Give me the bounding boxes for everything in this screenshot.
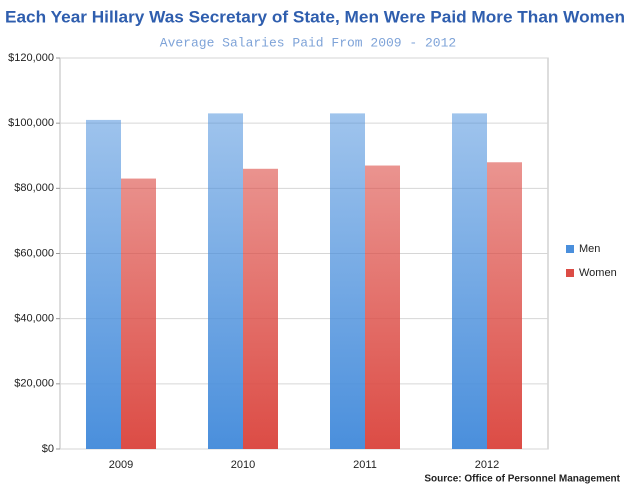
y-tick-label: $60,000: [14, 247, 54, 259]
y-tick-label: $40,000: [14, 313, 54, 325]
x-tick-label: 2010: [231, 459, 255, 471]
legend-swatch: [566, 245, 574, 253]
bar: [487, 162, 522, 449]
y-tick-label: $80,000: [14, 182, 54, 194]
bar: [330, 113, 365, 450]
bar: [86, 119, 121, 450]
legend-label: Women: [579, 267, 617, 279]
chart-title: Each Year Hillary Was Secretary of State…: [5, 7, 625, 26]
bar: [365, 165, 400, 449]
y-tick-label: $20,000: [14, 378, 54, 390]
y-tick-label: $100,000: [8, 117, 54, 129]
bar: [243, 168, 278, 450]
bar: [121, 178, 156, 449]
x-tick-label: 2012: [475, 459, 499, 471]
source-note: Source: Office of Personnel Management: [424, 474, 620, 485]
y-tick-label: $0: [42, 443, 54, 455]
legend-swatch: [566, 269, 574, 277]
x-tick-label: 2009: [109, 459, 133, 471]
chart-subtitle: Average Salaries Paid From 2009 - 2012: [160, 35, 456, 50]
bar: [208, 113, 243, 450]
legend-label: Men: [579, 243, 600, 255]
y-tick-label: $120,000: [8, 52, 54, 64]
bar: [452, 113, 487, 450]
x-tick-label: 2011: [353, 459, 377, 471]
